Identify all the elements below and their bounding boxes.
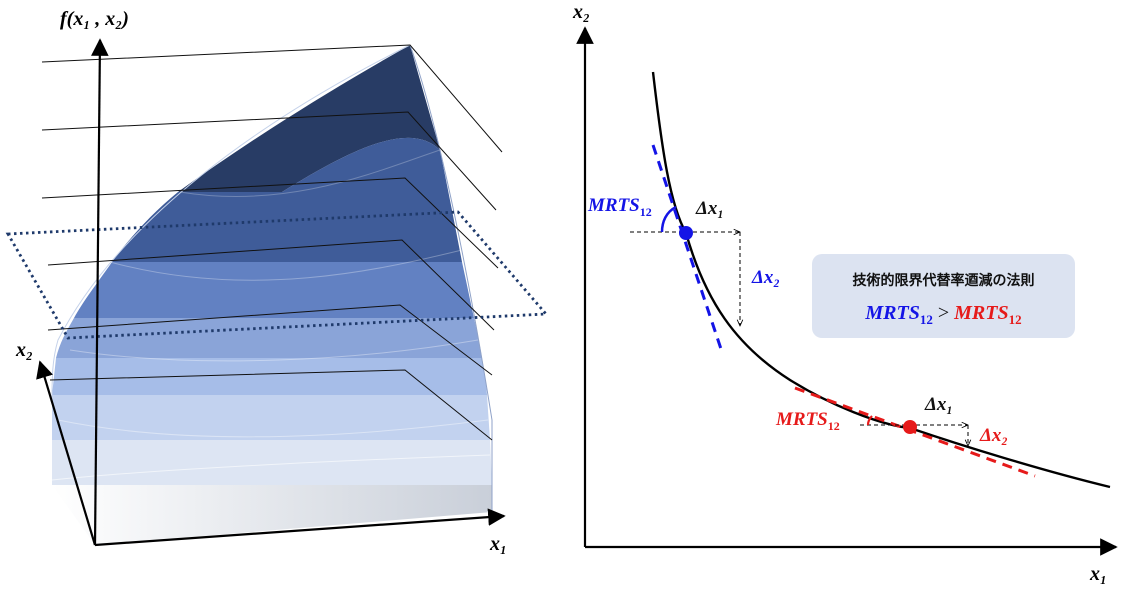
callout-title: 技術的限界代替率逎減の法則 [852, 273, 1035, 289]
inequality-left-term: MRTS12 [865, 302, 933, 327]
z-axis-label: f(x₁ , x₂) [60, 8, 129, 30]
mrts-label-a: MRTS12 [587, 195, 652, 219]
production-surface [51, 44, 493, 545]
surface-band-5 [56, 318, 482, 358]
dx1-label-a: Δx₁ [695, 198, 724, 219]
surface-band-2 [52, 440, 492, 485]
isoquant-panel: x₂ x₁ MRTS12 Δx₁ Δx₂ MRTS12 Δx₁ Δx₂ [572, 1, 1118, 585]
angle-arc-a [660, 205, 677, 233]
tangent-b [794, 386, 1036, 478]
surface-band-7 [112, 137, 462, 262]
dx1-label-b: Δx₁ [924, 394, 953, 415]
inequality-right-term: MRTS12 [954, 302, 1022, 327]
law-callout: 技術的限界代替率逎減の法則 MRTS12 > MRTS12 [812, 254, 1075, 338]
z-axis [91, 38, 109, 546]
x2-axis-label-left: x₂ [15, 339, 33, 361]
surface-band-4 [52, 358, 487, 395]
dotted-plane [5, 210, 549, 340]
level-planes [41, 44, 503, 441]
point-b [903, 420, 917, 434]
dx2-label-a: Δx₂ [751, 267, 780, 288]
surface-band-8 [178, 45, 440, 192]
dx2-label-b: Δx₂ [979, 425, 1008, 446]
x1-axis-left [94, 508, 506, 547]
x1-axis-label-left: x₁ [489, 533, 507, 555]
inequality-operator: > [937, 302, 950, 324]
surface-band-3 [52, 395, 490, 440]
surface-band-1 [52, 485, 492, 545]
surface-panel: f(x₁ , x₂) x₁ x₂ [5, 8, 549, 555]
x-axis-label-right: x₁ [1089, 563, 1107, 585]
tangent-a [651, 144, 724, 353]
callout-inequality: MRTS12 > MRTS12 [812, 302, 1075, 328]
surface-band-6 [74, 262, 474, 318]
isoquant-curve [651, 71, 1111, 489]
point-a [679, 226, 693, 240]
angle-arc-b [866, 415, 873, 426]
y-axis-label-right: x₂ [572, 1, 590, 23]
x2-axis-left [36, 360, 97, 546]
mrts-label-b: MRTS12 [775, 409, 840, 433]
